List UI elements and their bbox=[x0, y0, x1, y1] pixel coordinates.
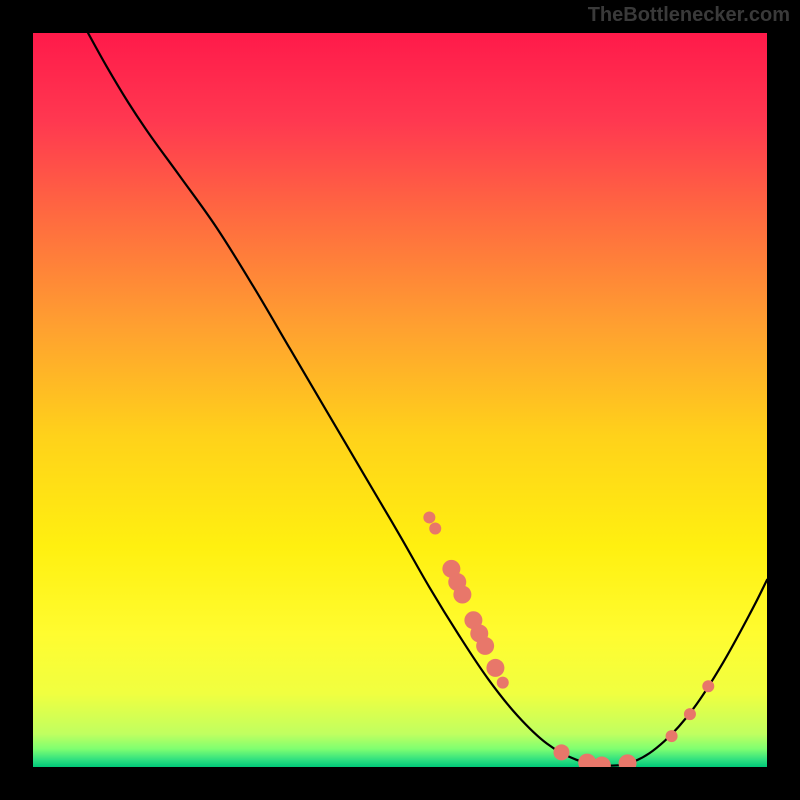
data-marker bbox=[553, 744, 569, 760]
data-marker bbox=[593, 757, 611, 767]
data-marker bbox=[476, 637, 494, 655]
watermark-text: TheBottlenecker.com bbox=[588, 4, 790, 27]
data-marker bbox=[486, 659, 504, 677]
plot-area bbox=[33, 33, 767, 767]
data-marker bbox=[666, 730, 678, 742]
data-marker bbox=[453, 586, 471, 604]
data-marker bbox=[702, 680, 714, 692]
data-marker bbox=[497, 677, 509, 689]
data-marker bbox=[423, 511, 435, 523]
data-marker bbox=[684, 708, 696, 720]
data-marker bbox=[619, 754, 637, 767]
chart-container: TheBottlenecker.com bbox=[0, 0, 800, 800]
data-marker bbox=[429, 522, 441, 534]
markers-layer bbox=[33, 33, 767, 767]
